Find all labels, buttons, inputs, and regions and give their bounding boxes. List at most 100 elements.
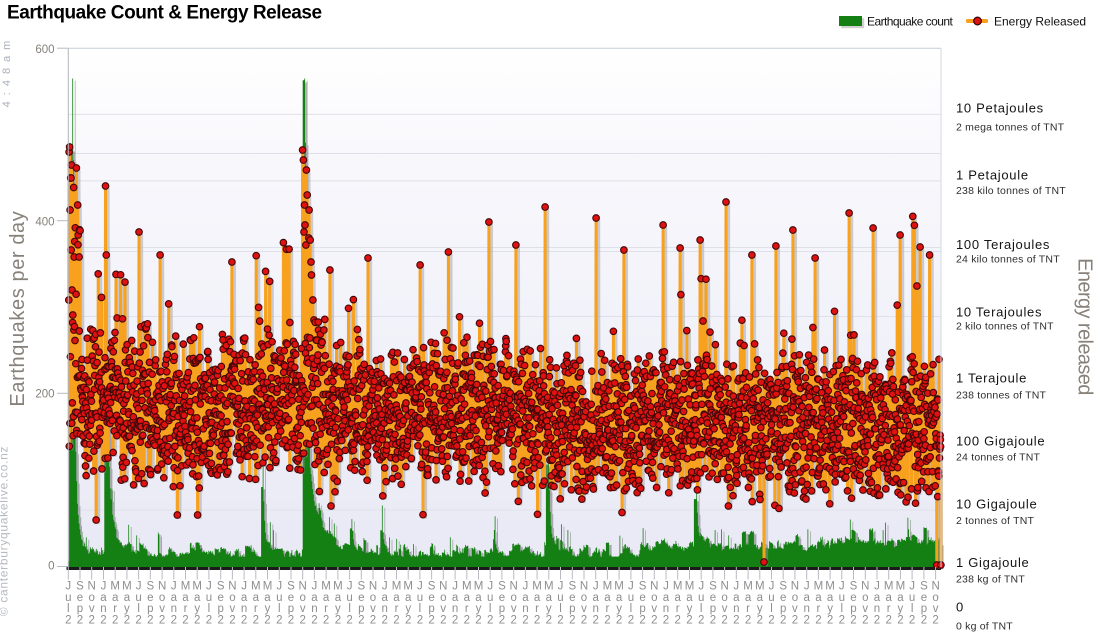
svg-text:2: 2 — [311, 614, 317, 626]
svg-text:M: M — [685, 581, 695, 593]
svg-text:S: S — [76, 581, 84, 593]
svg-text:200: 200 — [35, 389, 54, 401]
svg-text:a: a — [592, 592, 599, 604]
svg-text:2: 2 — [932, 614, 938, 626]
svg-text:J: J — [698, 581, 704, 593]
svg-text:o: o — [862, 592, 868, 604]
svg-text:v: v — [300, 603, 306, 615]
svg-text:2: 2 — [651, 614, 657, 626]
svg-text:N: N — [720, 581, 728, 593]
svg-text:2 kilo tonnes of TNT: 2 kilo tonnes of TNT — [956, 321, 1054, 333]
svg-text:J: J — [593, 581, 599, 593]
svg-text:2: 2 — [534, 614, 540, 626]
svg-text:y: y — [616, 603, 622, 615]
svg-text:2: 2 — [264, 614, 270, 626]
svg-text:a: a — [405, 592, 412, 604]
svg-text:2: 2 — [569, 614, 575, 626]
svg-text:2 tonnes of TNT: 2 tonnes of TNT — [956, 515, 1034, 527]
svg-text:l: l — [208, 603, 211, 615]
svg-text:n: n — [874, 603, 880, 615]
svg-text:N: N — [510, 581, 518, 593]
svg-text:p: p — [850, 603, 856, 615]
svg-text:2: 2 — [65, 614, 71, 626]
svg-text:n: n — [592, 603, 598, 615]
svg-text:0 kg of TNT: 0 kg of TNT — [956, 620, 1013, 632]
svg-text:n: n — [803, 603, 809, 615]
svg-text:e: e — [77, 592, 83, 604]
svg-text:n: n — [241, 603, 247, 615]
svg-text:J: J — [136, 581, 142, 593]
svg-text:N: N — [369, 581, 377, 593]
svg-text:2: 2 — [159, 614, 165, 626]
svg-text:2: 2 — [639, 614, 645, 626]
svg-text:a: a — [112, 592, 119, 604]
svg-text:o: o — [229, 592, 235, 604]
svg-text:400: 400 — [35, 216, 54, 228]
svg-text:p: p — [921, 603, 927, 615]
svg-text:r: r — [816, 603, 820, 615]
svg-text:u: u — [698, 592, 704, 604]
svg-text:v: v — [159, 603, 165, 615]
svg-text:2: 2 — [194, 614, 200, 626]
svg-text:u: u — [65, 592, 71, 604]
svg-text:l: l — [137, 603, 140, 615]
svg-text:J: J — [65, 581, 71, 593]
svg-text:2: 2 — [381, 614, 387, 626]
svg-text:238 tonnes of TNT: 238 tonnes of TNT — [956, 389, 1047, 401]
svg-text:N: N — [228, 581, 236, 593]
svg-text:o: o — [159, 592, 165, 604]
svg-text:S: S — [850, 581, 858, 593]
svg-text:M: M — [825, 581, 835, 593]
svg-text:o: o — [581, 592, 587, 604]
svg-text:2: 2 — [674, 614, 680, 626]
svg-text:10 Terajoules: 10 Terajoules — [956, 304, 1042, 319]
svg-text:1 Petajoule: 1 Petajoule — [956, 168, 1029, 183]
svg-text:n: n — [733, 603, 739, 615]
svg-text:v: v — [792, 603, 798, 615]
svg-text:p: p — [77, 603, 83, 615]
svg-text:r: r — [746, 603, 750, 615]
svg-text:2: 2 — [182, 614, 188, 626]
svg-text:100 Gigajoule: 100 Gigajoule — [956, 433, 1045, 448]
svg-text:a: a — [241, 592, 248, 604]
svg-text:J: J — [487, 581, 493, 593]
svg-text:a: a — [124, 592, 131, 604]
svg-text:2: 2 — [417, 614, 423, 626]
svg-text:M: M — [181, 581, 191, 593]
svg-text:M: M — [474, 581, 484, 593]
svg-text:a: a — [253, 592, 260, 604]
svg-text:0: 0 — [956, 600, 964, 615]
svg-text:p: p — [428, 603, 434, 615]
svg-text:y: y — [757, 603, 763, 615]
svg-text:a: a — [464, 592, 471, 604]
svg-text:2: 2 — [358, 614, 364, 626]
svg-text:S: S — [146, 581, 154, 593]
svg-text:n: n — [171, 603, 177, 615]
svg-text:M: M — [321, 581, 331, 593]
svg-text:2: 2 — [288, 614, 294, 626]
svg-text:M: M — [814, 581, 824, 593]
svg-text:o: o — [440, 592, 446, 604]
svg-text:a: a — [323, 592, 330, 604]
svg-text:Energy Released: Energy Released — [994, 15, 1086, 29]
svg-text:p: p — [288, 603, 294, 615]
svg-text:M: M — [122, 581, 132, 593]
svg-text:2: 2 — [733, 614, 739, 626]
svg-text:p: p — [217, 603, 223, 615]
svg-text:2: 2 — [897, 614, 903, 626]
svg-text:J: J — [804, 581, 810, 593]
svg-text:2: 2 — [710, 614, 716, 626]
svg-text:r: r — [395, 603, 399, 615]
svg-text:n: n — [452, 603, 458, 615]
svg-text:Energy released: Energy released — [1074, 258, 1096, 395]
svg-text:e: e — [147, 592, 153, 604]
svg-text:a: a — [264, 592, 271, 604]
svg-text:a: a — [100, 592, 107, 604]
svg-text:2: 2 — [452, 614, 458, 626]
svg-text:l: l — [419, 603, 422, 615]
svg-text:u: u — [909, 592, 915, 604]
svg-text:M: M — [544, 581, 554, 593]
svg-text:e: e — [358, 592, 364, 604]
svg-text:o: o — [88, 592, 94, 604]
svg-text:2: 2 — [253, 614, 259, 626]
